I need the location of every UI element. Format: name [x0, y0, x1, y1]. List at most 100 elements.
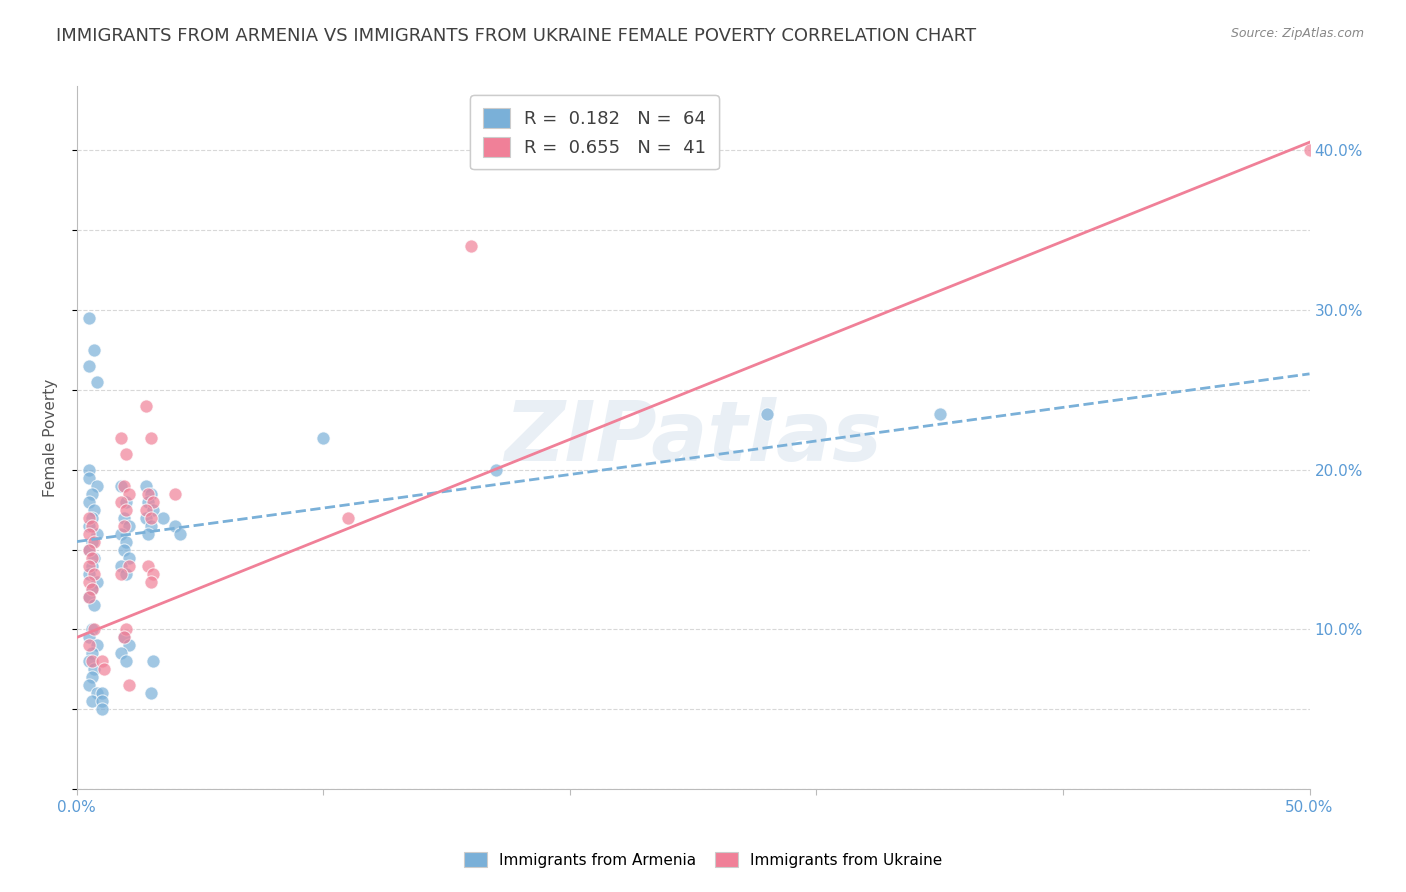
Point — [80, 534, 103, 549]
Point — [112, 510, 135, 524]
Point — [77, 574, 100, 589]
Point — [112, 478, 135, 492]
Point — [928, 407, 950, 421]
Point — [83, 534, 105, 549]
Point — [77, 471, 100, 485]
Point — [86, 375, 108, 389]
Point — [169, 526, 191, 541]
Point — [77, 494, 100, 508]
Point — [77, 591, 100, 605]
Point — [80, 486, 103, 500]
Point — [112, 631, 135, 645]
Text: IMMIGRANTS FROM ARMENIA VS IMMIGRANTS FROM UKRAINE FEMALE POVERTY CORRELATION CH: IMMIGRANTS FROM ARMENIA VS IMMIGRANTS FR… — [56, 27, 976, 45]
Point — [86, 639, 108, 653]
Point — [1298, 143, 1320, 157]
Point — [77, 542, 100, 557]
Point — [117, 678, 139, 692]
Legend: R =  0.182   N =  64, R =  0.655   N =  41: R = 0.182 N = 64, R = 0.655 N = 41 — [470, 95, 718, 169]
Point — [139, 510, 162, 524]
Point — [117, 558, 139, 573]
Point — [80, 550, 103, 565]
Point — [117, 550, 139, 565]
Point — [112, 518, 135, 533]
Point — [756, 407, 779, 421]
Point — [135, 478, 157, 492]
Point — [80, 582, 103, 597]
Text: Source: ZipAtlas.com: Source: ZipAtlas.com — [1230, 27, 1364, 40]
Point — [142, 502, 165, 516]
Point — [138, 558, 160, 573]
Point — [142, 654, 165, 668]
Point — [138, 526, 160, 541]
Point — [115, 566, 138, 581]
Point — [80, 510, 103, 524]
Point — [77, 542, 100, 557]
Point — [115, 623, 138, 637]
Point — [86, 478, 108, 492]
Point — [110, 494, 132, 508]
Point — [165, 518, 187, 533]
Point — [86, 574, 108, 589]
Point — [90, 702, 112, 716]
Point — [117, 639, 139, 653]
Point — [135, 510, 157, 524]
Point — [142, 494, 165, 508]
Point — [80, 646, 103, 660]
Point — [77, 591, 100, 605]
Point — [80, 654, 103, 668]
Point — [135, 502, 157, 516]
Point — [485, 463, 508, 477]
Point — [77, 654, 100, 668]
Point — [460, 239, 482, 253]
Point — [77, 631, 100, 645]
Y-axis label: Female Poverty: Female Poverty — [44, 378, 58, 497]
Legend: Immigrants from Armenia, Immigrants from Ukraine: Immigrants from Armenia, Immigrants from… — [457, 844, 949, 875]
Point — [77, 510, 100, 524]
Point — [115, 447, 138, 461]
Point — [152, 510, 174, 524]
Point — [77, 639, 100, 653]
Point — [83, 623, 105, 637]
Point — [80, 518, 103, 533]
Point — [312, 431, 335, 445]
Point — [112, 542, 135, 557]
Point — [139, 431, 162, 445]
Point — [77, 566, 100, 581]
Point — [139, 486, 162, 500]
Point — [110, 646, 132, 660]
Point — [77, 518, 100, 533]
Point — [80, 558, 103, 573]
Point — [86, 686, 108, 700]
Point — [165, 486, 187, 500]
Point — [110, 478, 132, 492]
Point — [139, 574, 162, 589]
Point — [83, 662, 105, 676]
Point — [90, 654, 112, 668]
Point — [80, 582, 103, 597]
Point — [139, 518, 162, 533]
Point — [83, 343, 105, 357]
Point — [80, 694, 103, 708]
Point — [135, 399, 157, 413]
Point — [115, 534, 138, 549]
Point — [77, 678, 100, 692]
Point — [139, 686, 162, 700]
Point — [83, 502, 105, 516]
Point — [117, 518, 139, 533]
Text: ZIPatlas: ZIPatlas — [505, 397, 882, 478]
Point — [142, 566, 165, 581]
Point — [110, 558, 132, 573]
Point — [77, 310, 100, 325]
Point — [138, 486, 160, 500]
Point — [77, 463, 100, 477]
Point — [110, 566, 132, 581]
Point — [115, 502, 138, 516]
Point — [112, 631, 135, 645]
Point — [90, 694, 112, 708]
Point — [90, 686, 112, 700]
Point — [77, 558, 100, 573]
Point — [83, 599, 105, 613]
Point — [80, 670, 103, 684]
Point — [138, 494, 160, 508]
Point — [77, 526, 100, 541]
